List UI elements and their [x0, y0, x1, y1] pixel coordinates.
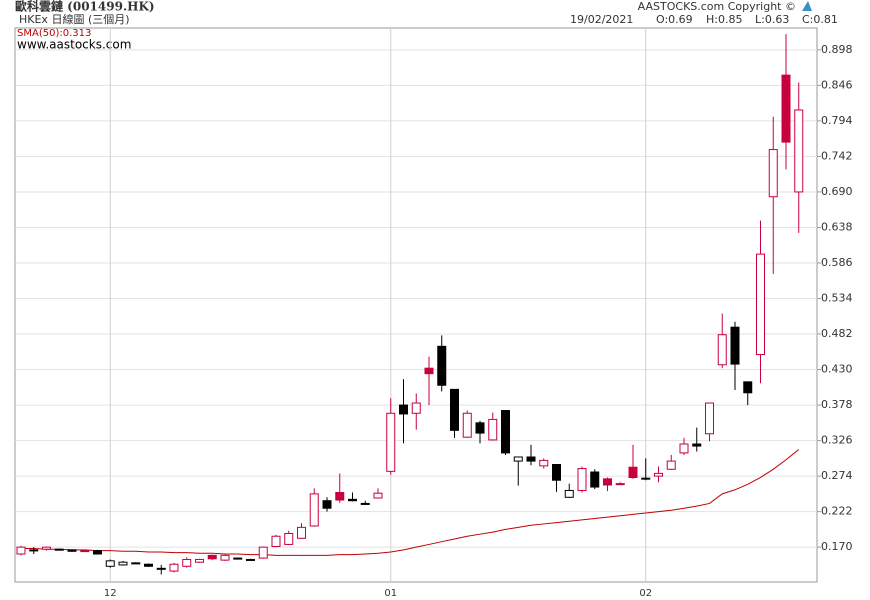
- website: www.aastocks.com: [17, 38, 131, 52]
- candle-body: [539, 459, 549, 467]
- candle-body: [577, 468, 587, 491]
- sma-label: SMA(50):0.313: [17, 28, 91, 39]
- candle-body: [16, 546, 26, 555]
- y-tick-label: 0.222: [821, 505, 853, 518]
- candle-body: [207, 554, 217, 560]
- y-tick-label: 0.326: [821, 434, 853, 447]
- candle-body: [501, 410, 510, 454]
- quote-value: L:0.63: [755, 13, 789, 26]
- candle-body: [717, 334, 727, 366]
- candle-body: [284, 532, 294, 545]
- quote-value: O:0.69: [656, 13, 693, 26]
- quote-date: 19/02/2021: [570, 13, 633, 26]
- candle-body: [399, 404, 408, 415]
- candle-body: [360, 502, 370, 505]
- candle-body: [297, 526, 306, 539]
- y-tick-label: 0.638: [821, 220, 853, 233]
- candle-body: [794, 109, 804, 193]
- candle-body: [768, 149, 778, 198]
- candle-body: [348, 498, 357, 502]
- candle-body: [730, 326, 740, 365]
- candle-body: [131, 562, 141, 565]
- candle-body: [105, 560, 115, 567]
- candle-body: [615, 483, 625, 486]
- candle-body: [118, 561, 128, 566]
- candle-body: [386, 412, 396, 472]
- y-tick-label: 0.378: [821, 398, 853, 411]
- candle-body: [513, 456, 523, 462]
- candle-body: [705, 402, 714, 435]
- candle-body: [182, 558, 192, 567]
- y-tick-label: 0.690: [821, 185, 853, 198]
- candle-body: [424, 367, 434, 375]
- candle-body: [93, 550, 102, 555]
- y-tick-label: 0.742: [821, 149, 853, 162]
- candle-body: [590, 471, 600, 488]
- candle-body: [641, 477, 651, 480]
- candle-body: [271, 535, 281, 547]
- candle-body: [144, 563, 153, 567]
- y-tick-label: 0.898: [821, 43, 853, 56]
- candle-body: [335, 492, 345, 501]
- candle-body: [462, 412, 472, 438]
- candle-body: [156, 567, 166, 570]
- y-tick-label: 0.794: [821, 114, 853, 127]
- quote-value: C:0.81: [802, 13, 838, 26]
- sma-line: [21, 449, 800, 556]
- candle-body: [54, 548, 64, 551]
- x-tick-label: 12: [104, 588, 117, 599]
- candle-body: [666, 460, 676, 470]
- y-tick-label: 0.170: [821, 540, 853, 553]
- candle-body: [322, 500, 332, 509]
- plot-frame: [14, 27, 818, 583]
- chart-title: 歐科雲鏈 (001499.HK): [15, 0, 155, 14]
- candle-body: [564, 489, 574, 498]
- copyright: AASTOCKS.com Copyright ©: [638, 0, 796, 13]
- candle-body: [437, 345, 447, 386]
- candle-body: [29, 549, 39, 552]
- y-tick-label: 0.430: [821, 363, 853, 376]
- candle-body: [411, 402, 421, 414]
- subtitle: HKEx 日線圖 (三個月): [19, 12, 130, 26]
- marks: [16, 34, 804, 575]
- candle-body: [246, 558, 255, 561]
- candle-body: [169, 563, 179, 572]
- candle-body: [42, 546, 51, 550]
- candle-body: [628, 466, 638, 478]
- candle-body: [756, 253, 765, 356]
- quote: O:0.69 H:0.85 L:0.63 C:0.81: [656, 13, 838, 26]
- candle-body: [309, 493, 319, 527]
- candle-body: [258, 546, 268, 559]
- y-tick-label: 0.482: [821, 327, 853, 340]
- candle-body: [80, 550, 90, 553]
- x-tick-label: 02: [639, 588, 652, 599]
- quote-value: H:0.85: [706, 13, 742, 26]
- candle-body: [475, 422, 485, 434]
- y-tick-label: 0.846: [821, 78, 853, 91]
- candle-body: [488, 418, 498, 441]
- grid: 0.170 0.222 0.274 0.326 0.378 0.430 0.482 0.534…: [15, 28, 853, 599]
- candle-body: [220, 554, 230, 561]
- candle-body: [679, 443, 689, 454]
- candle-body: [233, 557, 243, 560]
- candle-body: [692, 443, 702, 447]
- candle-body: [781, 74, 791, 143]
- candle-body: [603, 478, 612, 486]
- candle-body: [195, 558, 204, 563]
- y-tick-label: 0.534: [821, 292, 853, 305]
- candle-body: [743, 381, 753, 394]
- x-tick-label: 01: [384, 588, 397, 599]
- candle-body: [552, 464, 561, 481]
- logo: [802, 1, 812, 11]
- y-tick-label: 0.586: [821, 256, 853, 269]
- y-tick-label: 0.274: [821, 469, 853, 482]
- candle-body: [373, 492, 383, 499]
- candle-body: [654, 472, 663, 477]
- candle-body: [67, 549, 77, 552]
- candle-body: [450, 388, 459, 431]
- candle-body: [526, 456, 536, 462]
